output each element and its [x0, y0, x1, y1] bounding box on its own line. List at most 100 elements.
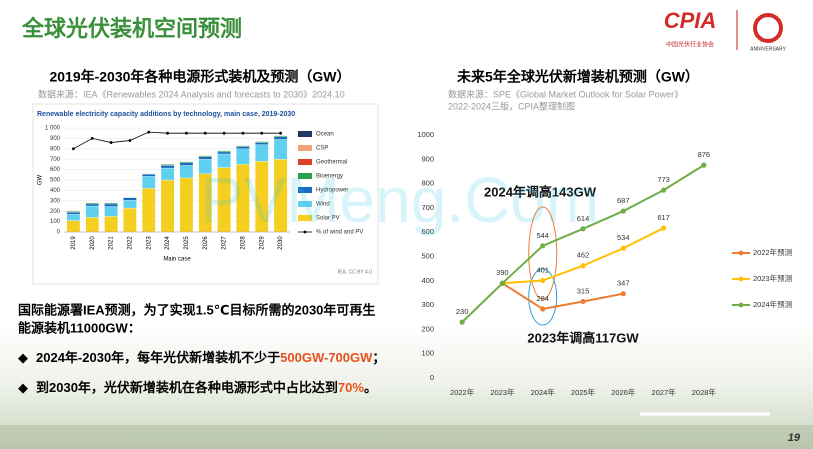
- legend-marker: [303, 230, 307, 234]
- bar-segment: [142, 176, 156, 189]
- bullet-text: 2024年-2030年，每年光伏新增装机不少于: [36, 350, 280, 365]
- bar-segment: [104, 216, 118, 233]
- bar-segment: [160, 179, 175, 233]
- intro-text: 国际能源署IEA预测，为了实现1.5℃目标所需的2030年可再生: [18, 302, 375, 317]
- bar-segment: [179, 161, 194, 163]
- legend-label: Bioenergy: [316, 174, 343, 180]
- chart-title: Renewable electricity capacity additions…: [37, 111, 295, 118]
- bar-segment: [236, 146, 250, 149]
- share-point: [279, 131, 282, 135]
- y-tick-label: 1 000: [45, 126, 61, 132]
- bullet: ◆ 2024年-2030年，每年光伏新增装机不少于500GW-700GW；: [18, 350, 385, 366]
- legend-label: Hydropower: [316, 188, 348, 194]
- share-point: [90, 137, 94, 140]
- bar-segment: [160, 165, 175, 169]
- bullet-marker: ◆: [18, 350, 28, 365]
- bar-segment: [273, 139, 288, 160]
- x-tick-label: 2023: [146, 236, 152, 250]
- y-tick-label: 300: [421, 300, 434, 309]
- data-point: [580, 263, 586, 269]
- data-label: 462: [577, 251, 590, 260]
- data-point: [620, 291, 626, 297]
- y-tick-label: 500: [421, 251, 434, 260]
- bar-segment: [160, 164, 175, 166]
- bar-segment: [255, 144, 269, 162]
- bar-segment: [123, 200, 137, 209]
- y-tick-label: 0: [430, 373, 434, 382]
- y-tick-label: 700: [421, 203, 434, 212]
- x-tick-label: 2019: [71, 236, 77, 250]
- slide-title: 全球光伏装机空间预测: [21, 16, 242, 41]
- bar-segment: [104, 203, 118, 207]
- legend-label: 2024年预测: [753, 299, 792, 309]
- share-point: [72, 147, 75, 151]
- data-label: 230: [456, 307, 469, 316]
- y-tick-label: 300: [50, 198, 61, 204]
- data-point: [499, 280, 506, 286]
- data-label: 614: [577, 214, 590, 223]
- data-point: [660, 187, 667, 193]
- legend-swatch: [298, 173, 312, 179]
- data-point: [540, 306, 546, 312]
- y-tick-label: 700: [50, 157, 61, 163]
- data-label: 284: [536, 294, 549, 303]
- bar-segment: [123, 197, 137, 201]
- x-tick-label: 2020: [90, 236, 96, 250]
- share-point: [109, 141, 113, 144]
- data-point: [540, 277, 546, 284]
- bullet-tail: 。: [364, 380, 377, 395]
- y-tick-label: 900: [421, 154, 434, 163]
- bar-segment: [104, 202, 118, 205]
- bar-segment: [179, 177, 194, 233]
- x-tick-label: 2024年: [531, 387, 556, 397]
- x-tick-label: 2030: [278, 236, 284, 250]
- y-tick-label: 1000: [417, 130, 434, 139]
- bar-segment: [85, 205, 99, 218]
- legend-marker: [738, 302, 744, 308]
- y-tick-label: 200: [421, 324, 434, 333]
- share-point: [241, 131, 245, 135]
- left-source: 数据来源：IEA《Renewables 2024 Analysis and fo…: [38, 88, 345, 99]
- y-tick-label: 100: [421, 349, 434, 358]
- bar-segment: [179, 162, 194, 166]
- data-point: [580, 298, 586, 305]
- bar-segment: [85, 217, 99, 233]
- data-label: 401: [536, 266, 549, 275]
- share-point: [128, 139, 132, 142]
- legend-swatch: [298, 187, 312, 193]
- share-point: [222, 131, 226, 135]
- x-tick-label: 2026年: [611, 387, 636, 397]
- y-tick-label: 900: [50, 136, 61, 142]
- bar-segment: [255, 141, 269, 143]
- intro-text: 能源装机11000GW：: [18, 320, 141, 335]
- y-tick-label: 800: [421, 179, 434, 188]
- y-tick-label: 0: [57, 230, 61, 236]
- legend-label: % of wind and PV: [316, 230, 363, 236]
- legend-label: Solar PV: [316, 216, 340, 222]
- x-tick-label: 2028: [240, 236, 246, 250]
- x-tick-label: 2024: [165, 236, 171, 250]
- bar-segment: [198, 155, 212, 157]
- legend-label: 2022年预测: [753, 247, 792, 257]
- share-line: [73, 131, 281, 150]
- bar-segment: [66, 211, 81, 213]
- page-number: 19: [788, 432, 801, 444]
- x-tick-label: 2028年: [692, 387, 717, 397]
- bar-segment: [142, 174, 156, 177]
- bar-segment: [179, 165, 194, 179]
- right-source: 2022-2024三版，CPIA整理制图: [448, 100, 575, 111]
- y-tick-label: 400: [421, 276, 434, 285]
- bullet-marker: ◆: [18, 380, 28, 395]
- highlight-ellipse: [528, 206, 558, 300]
- data-label: 617: [657, 213, 670, 222]
- bar-segment: [123, 207, 137, 233]
- y-tick-label: 200: [50, 209, 61, 215]
- bar-segment: [66, 212, 81, 215]
- data-point: [660, 225, 667, 231]
- data-point: [459, 319, 465, 325]
- bar-segment: [236, 148, 250, 165]
- legend-marker: [738, 276, 744, 282]
- anniversary: ANNIVERSARY: [750, 46, 786, 52]
- bar-segment: [273, 135, 288, 137]
- y-tick-label: 100: [50, 219, 61, 225]
